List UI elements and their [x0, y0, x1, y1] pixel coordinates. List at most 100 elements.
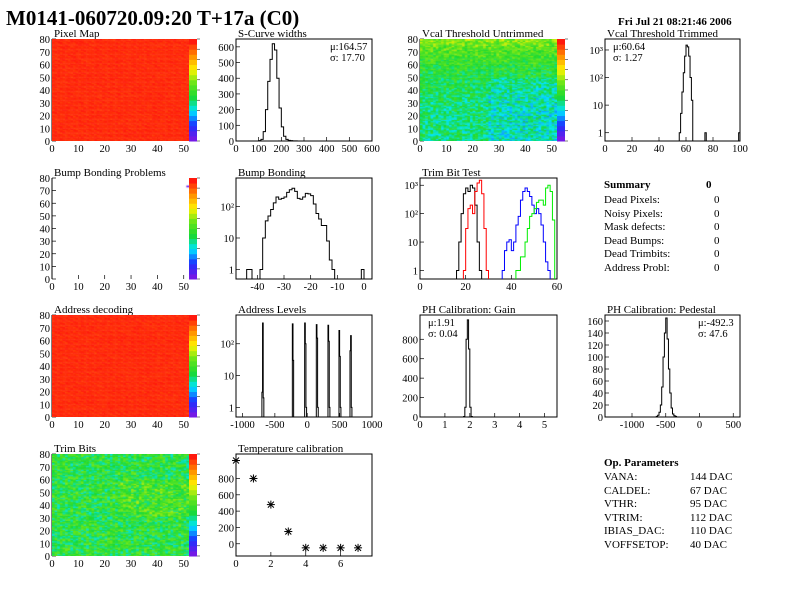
x-tick-label: 20	[99, 420, 110, 431]
color-scale-segment	[189, 193, 197, 199]
chart-title: Vcal Threshold Untrimmed	[422, 28, 544, 40]
color-scale-segment	[189, 479, 197, 486]
row-label: Dead Pixels:	[604, 194, 660, 206]
color-scale-segment	[189, 396, 197, 403]
y-tick-label: 20	[40, 527, 51, 538]
color-scale-segment	[189, 183, 197, 189]
color-scale-segment	[557, 90, 565, 96]
chart-title: Address Levels	[238, 304, 306, 316]
row-label: IBIAS_DAC:	[604, 525, 665, 537]
color-scale-segment	[189, 188, 197, 194]
color-scale-segment	[189, 44, 197, 50]
color-scale-segment	[557, 100, 565, 106]
color-scale-segment	[189, 391, 197, 398]
x-tick-label: 1	[442, 420, 447, 431]
plot-frame	[604, 314, 741, 418]
stats-label: μ:60.64	[613, 42, 646, 53]
color-scale-segment	[189, 499, 197, 506]
x-tick-label: 100	[251, 144, 267, 155]
x-tick-label: 10	[73, 282, 84, 293]
color-scale-segment	[189, 69, 197, 76]
color-scale-segment	[189, 386, 197, 392]
stats-label: σ: 47.6	[698, 329, 728, 340]
data-point	[354, 543, 363, 552]
y-tick-label: 500	[218, 59, 234, 70]
x-tick-label: 50	[546, 144, 557, 155]
histogram-series-0	[456, 184, 483, 279]
y-tick-label: 0	[413, 137, 418, 148]
y-tick-label: 50	[408, 73, 419, 84]
y-tick-label: 80	[40, 35, 51, 46]
color-scale-segment	[189, 218, 197, 224]
plot-frame	[419, 177, 558, 280]
y-tick-label: 10²	[589, 74, 603, 85]
x-tick-label: 10	[441, 144, 452, 155]
x-tick-label: 500	[341, 144, 357, 155]
color-scale-segment	[189, 243, 197, 250]
color-scale-segment	[189, 84, 197, 91]
y-tick-label: 200	[218, 523, 234, 534]
row-label: VTHR:	[604, 498, 637, 510]
chart-title: Bump Bonding	[238, 167, 306, 179]
y-tick-label: 1	[229, 403, 234, 414]
y-tick-label: 10	[408, 238, 419, 249]
chart-title: Trim Bits	[54, 443, 96, 455]
y-tick-label: 800	[402, 335, 418, 346]
row-label: VOFFSETOP:	[604, 538, 669, 551]
x-tick-label: 1000	[362, 420, 383, 431]
timestamp: Fri Jul 21 08:21:46 2006	[618, 16, 732, 28]
color-scale-segment	[189, 376, 197, 382]
x-tick-label: -500	[265, 420, 284, 431]
y-tick-label: 0	[45, 552, 50, 563]
histogram-series-0	[246, 187, 365, 280]
y-tick-label: 10	[408, 124, 419, 135]
color-scale-segment	[189, 540, 197, 547]
row-label: Mask defects:	[604, 221, 666, 233]
y-tick-label: 10³	[404, 181, 418, 192]
color-scale-segment	[189, 320, 197, 326]
color-scale	[189, 314, 200, 418]
x-tick-label: 50	[178, 559, 189, 570]
x-tick-label: 40	[152, 559, 163, 570]
x-tick-label: 200	[273, 144, 289, 155]
y-tick-label: 1	[229, 266, 234, 277]
color-scale-segment	[189, 355, 197, 362]
y-tick-label: 70	[40, 463, 51, 474]
row-value: 0	[714, 234, 720, 247]
y-tick-label: 0	[598, 413, 603, 424]
row-value: 0	[714, 207, 720, 220]
color-scale-segment	[189, 110, 197, 116]
color-scale-segment	[557, 115, 565, 122]
x-tick-label: 300	[296, 144, 312, 155]
data-point	[249, 474, 258, 483]
y-tick-label: 60	[40, 476, 51, 487]
row-label: VTRIM:	[604, 511, 643, 524]
color-scale	[189, 38, 200, 142]
color-scale-segment	[557, 130, 565, 137]
color-scale-segment	[189, 366, 197, 372]
summary-table: Summary 0 Dead Pixels: 0 Noisy Pixels: 0 Mas…	[604, 179, 734, 279]
x-tick-label: 0	[49, 420, 54, 431]
bump-bonding-chart: Bump Bonding -40 -30 -20 -10 0 1 10 10²	[220, 167, 373, 293]
color-scale-segment	[189, 228, 197, 235]
color-scale	[189, 453, 200, 557]
color-scale-segment	[189, 545, 197, 552]
color-scale-segment	[557, 84, 565, 91]
y-tick-label: 0	[229, 137, 234, 148]
y-tick-label: 100	[587, 353, 603, 364]
row-label: CALDEL:	[604, 484, 651, 497]
y-tick-label: 140	[587, 329, 603, 340]
chart-title: Trim Bit Test	[422, 167, 481, 179]
x-tick-label: 0	[49, 282, 54, 293]
x-tick-label: 10	[73, 144, 84, 155]
x-tick-label: 5	[542, 420, 547, 431]
color-scale-segment	[189, 213, 197, 219]
y-tick-label: 40	[40, 225, 51, 236]
x-tick-label: 20	[460, 282, 471, 293]
y-tick-label: 70	[40, 187, 51, 198]
y-tick-label: 60	[40, 61, 51, 72]
y-tick-label: 30	[40, 99, 51, 110]
stats-label: μ:1.91	[428, 318, 455, 329]
color-scale-segment	[189, 505, 197, 511]
